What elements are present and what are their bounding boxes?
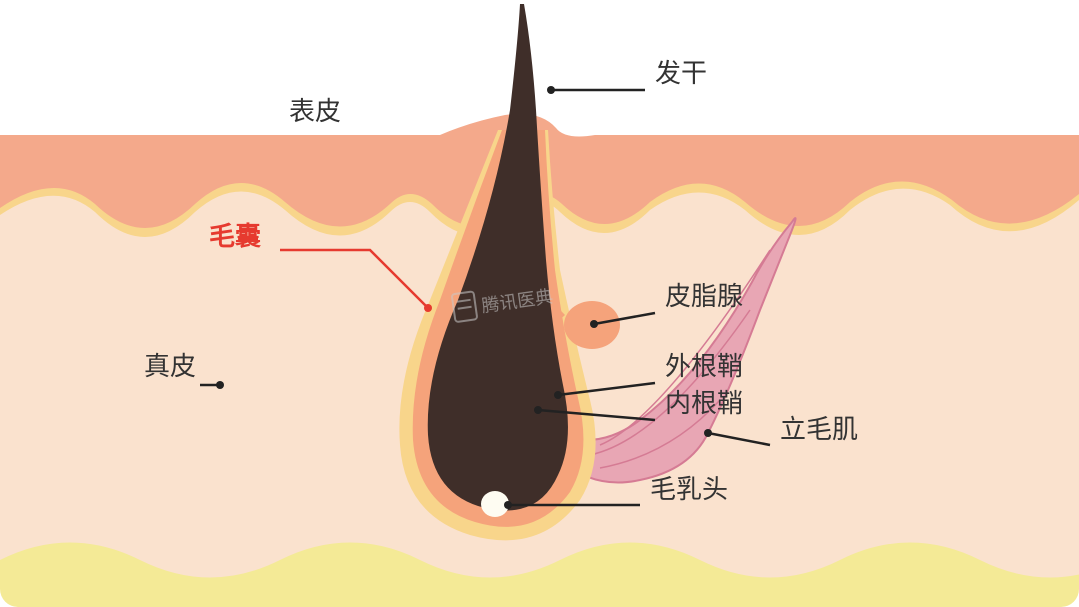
label-dermal_papilla: 毛乳头 xyxy=(650,474,728,504)
anatomy-svg: 腾讯医典 发干表皮毛囊真皮皮脂腺外根鞘内根鞘立毛肌毛乳头 xyxy=(0,0,1079,607)
label-outer_sheath: 外根鞘 xyxy=(665,351,743,381)
label-hair_shaft: 发干 xyxy=(655,58,707,88)
leader-dot-arrector_muscle xyxy=(704,429,712,437)
leader-dot-inner_sheath xyxy=(534,406,542,414)
label-dermis: 真皮 xyxy=(144,351,196,381)
leader-dot-dermal_papilla xyxy=(504,501,512,509)
diagram-canvas: 腾讯医典 发干表皮毛囊真皮皮脂腺外根鞘内根鞘立毛肌毛乳头 xyxy=(0,0,1079,607)
leader-dot-outer_sheath xyxy=(554,391,562,399)
leader-dot-dermis xyxy=(216,381,224,389)
label-hair_follicle: 毛囊 xyxy=(209,221,261,251)
label-inner_sheath: 内根鞘 xyxy=(665,388,743,418)
leader-dot-sebaceous_gland xyxy=(590,320,598,328)
label-sebaceous_gland: 皮脂腺 xyxy=(665,281,743,311)
leader-dot-hair_follicle xyxy=(424,304,432,312)
leader-dot-hair_shaft xyxy=(547,86,555,94)
label-arrector_muscle: 立毛肌 xyxy=(780,414,858,444)
label-epidermis: 表皮 xyxy=(289,96,341,126)
